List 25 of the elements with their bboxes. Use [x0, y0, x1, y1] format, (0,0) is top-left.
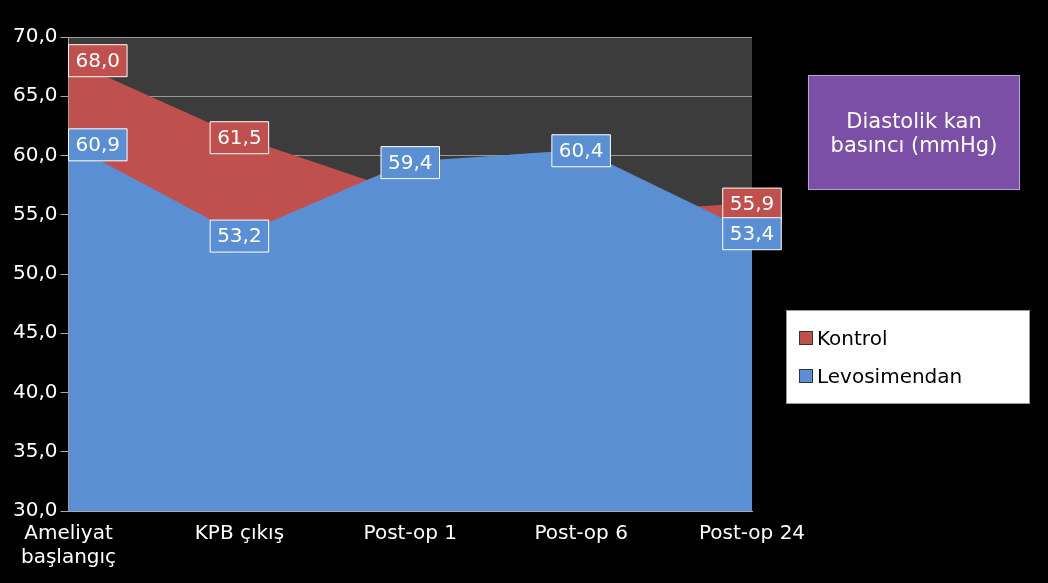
- data-label: 68,0: [75, 47, 121, 72]
- data-label: 53,4: [729, 220, 775, 245]
- data-label: 53,2: [217, 223, 262, 248]
- y-tick-label: 65,0: [13, 82, 58, 107]
- x-tick-label: Ameliyat başlangıç: [20, 520, 117, 569]
- data-label: 55,9: [729, 191, 775, 216]
- x-tick-label: KPB çıkış: [194, 520, 285, 545]
- y-tick-label: 30,0: [13, 497, 58, 522]
- data-label: 60,9: [75, 132, 121, 157]
- data-label: 61,5: [217, 124, 262, 149]
- data-label: 60,4: [558, 137, 604, 162]
- y-tick-label: 55,0: [13, 200, 58, 225]
- text: Diastolik kan basıncı (mmHg): [808, 75, 1020, 190]
- y-tick-label: 70,0: [13, 23, 58, 48]
- legend-label: Kontrol: [817, 326, 888, 350]
- y-tick-label: 40,0: [13, 378, 58, 403]
- x-tick-label: Post-op 6: [534, 520, 628, 545]
- y-tick-label: 45,0: [13, 319, 58, 344]
- data-label: 59,4: [388, 149, 433, 174]
- y-tick-label: 60,0: [13, 141, 58, 166]
- x-tick-label: Post-op 1: [363, 520, 457, 545]
- x-tick-label: Post-op 24: [698, 520, 806, 545]
- y-tick-label: 35,0: [13, 437, 58, 462]
- y-tick-label: 50,0: [13, 260, 58, 285]
- text: Levosimendan: [817, 364, 963, 388]
